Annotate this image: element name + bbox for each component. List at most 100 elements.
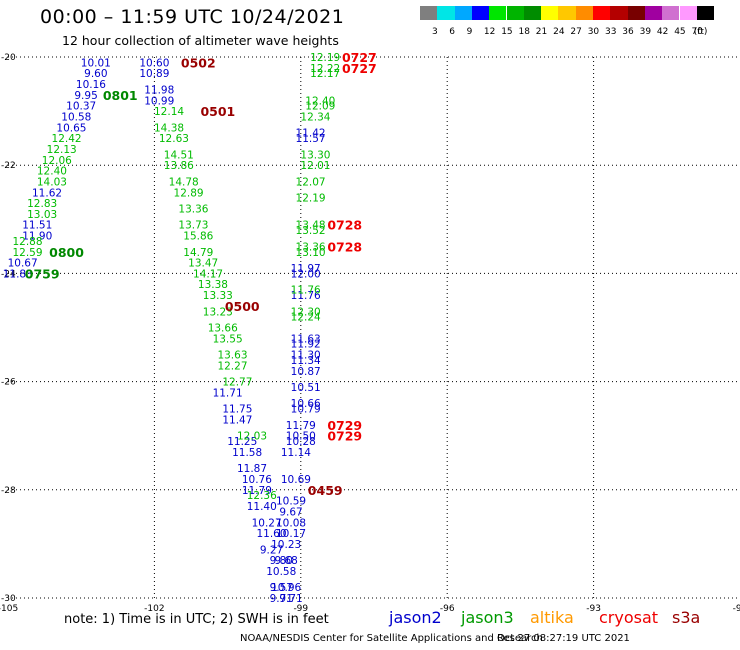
data-point-label: 13.48 (296, 220, 326, 232)
time-label: 0729 (327, 418, 362, 433)
data-point-label: 13.52 (296, 225, 326, 237)
data-point-label: 10.60 (139, 57, 169, 69)
data-point-label: 13.63 (217, 350, 247, 362)
data-point-label: 10.28 (286, 436, 316, 448)
data-point-label: 9.80 (270, 555, 293, 567)
data-point-label: 9.95 (74, 90, 97, 102)
data-point-label: 11.87 (237, 463, 267, 475)
color-swatch (523, 6, 542, 20)
data-point-label: 12.88 (12, 236, 42, 248)
time-label: 0729 (327, 429, 362, 444)
time-label: 0459 (308, 483, 343, 498)
color-scale-label: 45 (674, 27, 686, 37)
data-point-label: 11.75 (222, 404, 252, 416)
data-point-label: 12.17 (310, 68, 340, 80)
color-scale-label: 42 (656, 27, 669, 37)
data-point-label: 9.67 (279, 506, 302, 518)
satellite-legend-item: cryosat (599, 608, 659, 627)
y-tick-label: -30 (1, 594, 16, 604)
color-swatch (541, 6, 559, 20)
data-point-label: 13.30 (300, 149, 330, 161)
data-point-label: 10.08 (276, 517, 306, 529)
color-swatch (575, 6, 593, 20)
data-point-label: 11.90 (22, 231, 52, 243)
data-point-label: 12.00 (291, 268, 321, 280)
data-point-label: 12.63 (159, 133, 189, 145)
time-label: 0801 (103, 88, 138, 103)
color-scale-label: 24 (553, 27, 565, 37)
data-point-label: 11.14 (281, 447, 311, 459)
x-tick-label: -93 (586, 604, 601, 614)
data-point-label: 10.79 (291, 404, 321, 416)
data-point-label: 10.59 (276, 496, 306, 508)
data-point-label: 12.40 (37, 166, 67, 178)
data-point-label: 9.71 (270, 593, 293, 605)
satellite-legend-item: jason3 (461, 608, 514, 627)
data-point-label: 13.03 (27, 209, 57, 221)
data-point-label: 12.22 (310, 63, 340, 75)
data-point-label: 10.16 (76, 79, 106, 91)
data-point-label: 11.79 (242, 485, 272, 497)
color-scale-label: 30 (587, 27, 600, 37)
color-swatch (489, 6, 507, 20)
data-point-label: 12.30 (291, 306, 321, 318)
data-point-label: 13.23 (203, 306, 233, 318)
data-point-label: 12.14 (154, 106, 184, 118)
data-point-label: 14.51 (164, 149, 194, 161)
y-tick-label: -28 (1, 486, 16, 496)
time-label: 0501 (200, 104, 235, 119)
data-point-label: 12.24 (291, 312, 321, 324)
data-point-label: 12.27 (217, 360, 247, 372)
data-point-label: 12.09 (305, 101, 335, 113)
data-point-label: 11.92 (291, 339, 321, 351)
data-point-label: 12.83 (27, 198, 57, 210)
data-point-label: 11.42 (296, 128, 326, 140)
data-point-label: 14.38 (154, 122, 184, 134)
data-point-label: 13.66 (208, 323, 238, 335)
data-point-label: 10.50 (286, 431, 316, 443)
footer-note: note: 1) Time is in UTC; 2) SWH is in fe… (64, 612, 329, 627)
data-point-label: 11.58 (232, 447, 262, 459)
y-tick-label: -20 (1, 53, 16, 63)
data-point-label: 13.38 (198, 279, 228, 291)
data-point-label: 11.71 (213, 387, 243, 399)
data-point-label: 13.36 (178, 203, 208, 215)
data-point-label: 11.97 (291, 263, 321, 275)
color-swatch (644, 6, 663, 20)
data-point-label: 11.30 (291, 350, 321, 362)
data-point-label: 14.79 (183, 247, 213, 259)
color-scale-label: 39 (639, 27, 652, 37)
data-point-label: 9.60 (84, 68, 107, 80)
color-swatch (610, 6, 628, 20)
color-scale-label: 12 (483, 27, 496, 37)
color-scale-label: 36 (622, 27, 634, 37)
color-swatch (662, 6, 680, 20)
data-point-label: 9.57 (270, 582, 293, 594)
data-point-label: 10.65 (56, 122, 86, 134)
color-scale-label: 27 (570, 27, 582, 37)
data-point-label: 12.42 (52, 133, 82, 145)
data-point-label: 12.77 (222, 377, 252, 389)
credit-text: NOAA/NESDIS Center for Satellite Applica… (240, 633, 543, 644)
time-label: 0502 (181, 55, 216, 70)
data-point-label: 12.19 (310, 52, 340, 64)
data-point-label: 10.69 (281, 474, 311, 486)
data-point-label: 10.99 (144, 95, 174, 107)
x-tick-label: -99 (293, 604, 308, 614)
satellite-legend-item: altika (530, 608, 574, 627)
generated-timestamp: Oct 27 08:27:19 UTC 2021 (497, 633, 630, 644)
color-scale-label: 21 (535, 27, 548, 37)
data-point-label: 13.73 (178, 220, 208, 232)
chart-title: 00:00 – 11:59 UTC 10/24/2021 (40, 6, 345, 28)
time-label: 0500 (225, 299, 260, 314)
data-point-label: 14.03 (37, 176, 67, 188)
color-swatch (558, 6, 576, 20)
color-scale-label: 9 (466, 27, 473, 37)
color-scale-label: 3 (432, 27, 438, 37)
data-point-label: 10.58 (61, 112, 91, 124)
data-point-label: 13.36 (296, 241, 326, 253)
data-point-label: 11.83 (3, 268, 33, 280)
color-swatch (679, 6, 697, 20)
time-label: 0759 (25, 266, 60, 281)
data-point-label: 13.10 (296, 247, 326, 259)
